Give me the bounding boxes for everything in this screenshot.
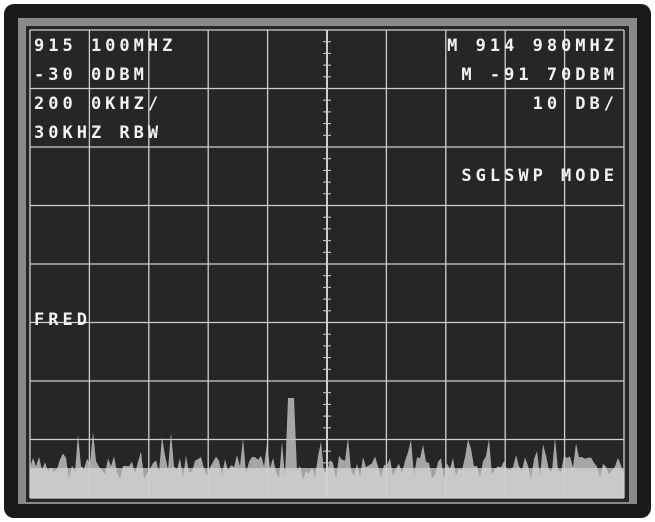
scale: 10 DB/: [533, 94, 618, 114]
noise-band: [30, 468, 624, 498]
marker-frequency: M 914 980MHZ: [447, 36, 618, 56]
resolution-bandwidth: 30KHZ RBW: [34, 123, 162, 143]
center-frequency: 915 100MHZ: [34, 36, 176, 56]
sweep-mode: SGLSWP MODE: [461, 166, 618, 186]
marker-level: M -91 70DBM: [461, 65, 618, 85]
trace-label: FRED: [34, 310, 91, 330]
reference-level: -30 0DBM: [34, 65, 148, 85]
analyzer-screen: 915 100MHZ -30 0DBM 200 0KHZ/ 30KHZ RBW …: [0, 0, 655, 522]
span: 200 0KHZ/: [34, 94, 162, 114]
